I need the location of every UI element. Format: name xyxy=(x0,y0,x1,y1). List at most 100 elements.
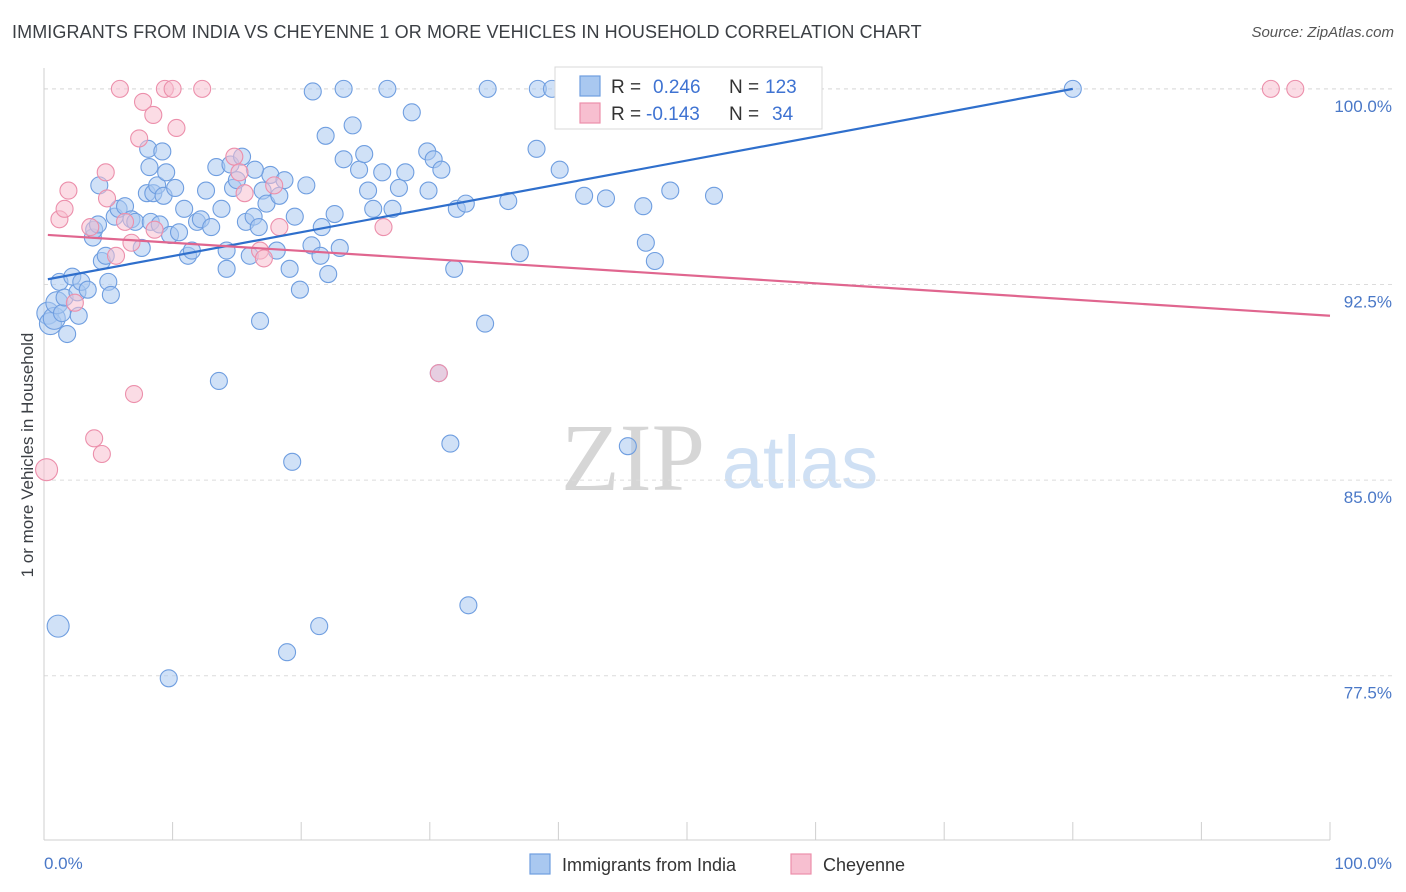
point-immigrants-from-india xyxy=(283,452,302,471)
x-axis-ticks xyxy=(43,822,1331,840)
stats-pink-n-value: 34 xyxy=(772,104,794,125)
point-immigrants-from-india xyxy=(58,324,77,344)
legend-label-cheyenne: Cheyenne xyxy=(823,855,905,875)
point-immigrants-from-india xyxy=(212,199,231,218)
point-cheyenne xyxy=(59,181,78,200)
point-immigrants-from-india xyxy=(280,259,299,278)
point-immigrants-from-india xyxy=(303,82,322,101)
stats-pink-r-label: R = xyxy=(611,104,641,125)
point-cheyenne xyxy=(97,189,117,208)
stats-box: R = 0.246 N = 123 R = -0.143 N = 34 xyxy=(554,66,823,130)
point-immigrants-from-india xyxy=(355,145,374,164)
y-axis-tick-labels: 100.0% 92.5% 85.0% 77.5% xyxy=(1334,97,1392,703)
point-immigrants-from-india xyxy=(432,160,451,179)
point-cheyenne xyxy=(167,118,186,138)
point-immigrants-from-india xyxy=(316,126,335,145)
point-immigrants-from-india xyxy=(527,139,546,158)
point-cheyenne xyxy=(1286,79,1305,98)
point-immigrants-from-india xyxy=(459,596,478,615)
point-immigrants-from-india xyxy=(350,160,369,179)
y-axis-label: 1 or more Vehicles in Household xyxy=(18,333,37,578)
point-cheyenne xyxy=(35,458,59,482)
point-cheyenne xyxy=(193,79,212,98)
point-cheyenne xyxy=(230,163,249,182)
point-immigrants-from-india xyxy=(499,191,518,211)
point-immigrants-from-india xyxy=(250,311,270,331)
chart-title: IMMIGRANTS FROM INDIA VS CHEYENNE 1 OR M… xyxy=(12,22,922,42)
x-tick-label-min: 0.0% xyxy=(44,854,83,873)
series-immigrants-from-india xyxy=(36,79,1082,688)
point-cheyenne xyxy=(81,218,100,237)
point-immigrants-from-india xyxy=(249,218,268,237)
point-cheyenne xyxy=(163,79,182,98)
series-cheyenne xyxy=(35,79,1305,482)
point-cheyenne xyxy=(133,92,153,111)
point-immigrants-from-india xyxy=(396,163,415,182)
point-immigrants-from-india xyxy=(319,264,338,284)
point-cheyenne xyxy=(235,184,254,203)
y-tick-label: 85.0% xyxy=(1344,488,1392,507)
point-cheyenne xyxy=(65,293,84,312)
point-immigrants-from-india xyxy=(169,223,189,242)
point-immigrants-from-india xyxy=(202,218,221,237)
point-cheyenne xyxy=(429,364,448,383)
point-immigrants-from-india xyxy=(359,181,378,200)
point-immigrants-from-india xyxy=(343,116,362,135)
trend-lines xyxy=(47,87,1331,317)
point-immigrants-from-india xyxy=(419,181,438,200)
point-immigrants-from-india xyxy=(325,205,344,224)
point-immigrants-from-india xyxy=(636,233,655,252)
point-immigrants-from-india xyxy=(661,181,680,200)
point-immigrants-from-india xyxy=(378,79,397,98)
y-tick-label: 92.5% xyxy=(1344,292,1392,311)
point-immigrants-from-india xyxy=(310,617,329,636)
point-immigrants-from-india xyxy=(704,186,724,205)
point-immigrants-from-india xyxy=(334,79,353,98)
point-immigrants-from-india xyxy=(334,150,353,169)
stats-blue-n-label: N = xyxy=(729,77,759,98)
trend-line-immigrants-from-india xyxy=(47,87,1074,281)
point-cheyenne xyxy=(145,220,164,239)
point-immigrants-from-india xyxy=(101,285,120,304)
point-cheyenne xyxy=(92,444,111,464)
point-immigrants-from-india xyxy=(373,163,392,182)
point-immigrants-from-india xyxy=(575,186,594,205)
legend-swatch-cheyenne xyxy=(790,853,812,875)
point-immigrants-from-india xyxy=(596,189,616,208)
point-immigrants-from-india xyxy=(645,251,664,271)
point-cheyenne xyxy=(115,212,135,231)
legend-label-immigrants-from-india: Immigrants from India xyxy=(562,855,737,875)
point-immigrants-from-india xyxy=(278,643,297,662)
point-immigrants-from-india xyxy=(618,437,637,456)
point-immigrants-from-india xyxy=(550,160,569,179)
point-immigrants-from-india xyxy=(402,103,421,122)
point-immigrants-from-india xyxy=(140,158,159,177)
point-immigrants-from-india xyxy=(46,614,70,638)
watermark-atlas: atlas xyxy=(722,421,878,504)
point-immigrants-from-india xyxy=(389,178,408,198)
point-immigrants-from-india xyxy=(445,259,464,278)
stats-blue-r-value: 0.246 xyxy=(653,77,701,98)
point-immigrants-from-india xyxy=(364,199,383,218)
point-immigrants-from-india xyxy=(441,434,460,453)
point-immigrants-from-india xyxy=(290,280,309,299)
point-immigrants-from-india xyxy=(153,142,172,161)
legend-swatch-immigrants-from-india xyxy=(529,853,551,875)
stats-blue-n-value: 123 xyxy=(765,77,797,98)
point-cheyenne xyxy=(254,249,273,268)
point-immigrants-from-india xyxy=(217,259,236,278)
y-tick-label: 100.0% xyxy=(1334,97,1392,116)
stats-swatch-pink xyxy=(579,102,601,124)
point-cheyenne xyxy=(374,218,393,237)
point-cheyenne xyxy=(122,233,141,252)
point-immigrants-from-india xyxy=(78,280,97,299)
point-immigrants-from-india xyxy=(383,199,402,218)
point-immigrants-from-india xyxy=(311,246,330,265)
point-immigrants-from-india xyxy=(245,160,264,179)
chart-source: Source: ZipAtlas.com xyxy=(1251,24,1394,41)
point-cheyenne xyxy=(130,129,149,148)
point-cheyenne xyxy=(55,199,74,218)
point-cheyenne xyxy=(96,163,115,182)
stats-swatch-blue xyxy=(579,75,601,97)
